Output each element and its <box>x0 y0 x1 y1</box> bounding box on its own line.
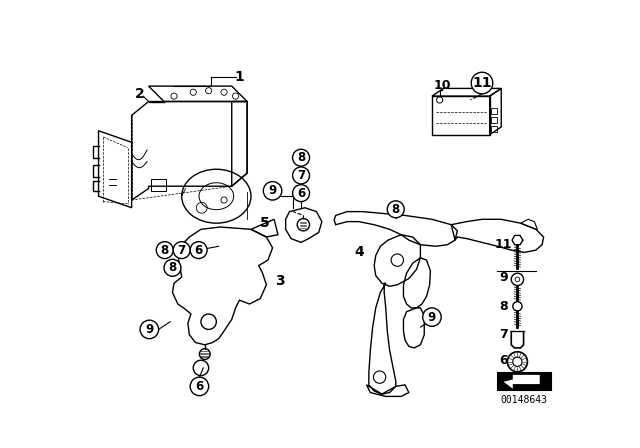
Bar <box>492 108 497 114</box>
Circle shape <box>263 181 282 200</box>
Text: 6: 6 <box>195 244 203 257</box>
Text: 8: 8 <box>297 151 305 164</box>
Circle shape <box>140 320 159 339</box>
Circle shape <box>422 308 441 326</box>
Text: 11: 11 <box>495 238 512 251</box>
Text: 8: 8 <box>168 261 177 274</box>
Text: 00148643: 00148643 <box>501 395 548 405</box>
Circle shape <box>173 241 190 258</box>
Text: 9: 9 <box>268 184 276 197</box>
Text: 3: 3 <box>275 274 285 288</box>
Text: 6: 6 <box>297 187 305 200</box>
Text: 9: 9 <box>428 310 436 323</box>
Circle shape <box>292 149 310 166</box>
Circle shape <box>164 259 181 276</box>
Circle shape <box>387 201 404 218</box>
Text: 1: 1 <box>235 70 244 84</box>
Text: 7: 7 <box>499 328 508 341</box>
Text: 8: 8 <box>161 244 169 257</box>
Text: 7: 7 <box>297 169 305 182</box>
Bar <box>492 117 497 123</box>
Text: 8: 8 <box>499 300 508 313</box>
Text: 2: 2 <box>134 87 144 101</box>
Text: 11: 11 <box>472 76 492 90</box>
Bar <box>432 96 490 134</box>
Text: 10: 10 <box>433 79 451 92</box>
Text: 5: 5 <box>260 216 269 230</box>
Circle shape <box>156 241 173 258</box>
Text: 6: 6 <box>499 354 508 367</box>
Bar <box>497 373 551 390</box>
Text: 7: 7 <box>178 244 186 257</box>
Circle shape <box>292 167 310 184</box>
Text: 6: 6 <box>195 380 204 393</box>
Circle shape <box>471 72 493 94</box>
Circle shape <box>190 241 207 258</box>
Circle shape <box>190 377 209 396</box>
Bar <box>492 126 497 132</box>
Text: 9: 9 <box>499 271 508 284</box>
Circle shape <box>292 185 310 202</box>
Polygon shape <box>504 375 540 389</box>
Text: 8: 8 <box>392 203 400 216</box>
Text: 4: 4 <box>354 246 364 259</box>
Bar <box>151 179 166 191</box>
Text: 9: 9 <box>145 323 154 336</box>
